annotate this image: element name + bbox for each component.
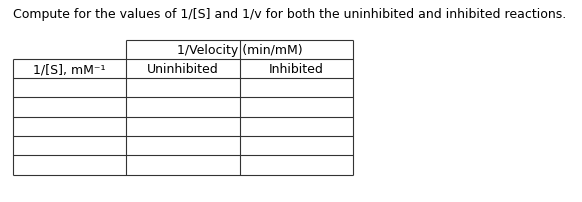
Text: Uninhibited: Uninhibited (147, 63, 219, 76)
Text: 1/Velocity (min/mM): 1/Velocity (min/mM) (177, 43, 303, 57)
Text: Inhibited: Inhibited (269, 63, 324, 76)
Text: Compute for the values of 1/[S] and 1/v for both the uninhibited and inhibited r: Compute for the values of 1/[S] and 1/v … (13, 8, 566, 21)
Text: 1/[S], mM⁻¹: 1/[S], mM⁻¹ (33, 63, 106, 76)
